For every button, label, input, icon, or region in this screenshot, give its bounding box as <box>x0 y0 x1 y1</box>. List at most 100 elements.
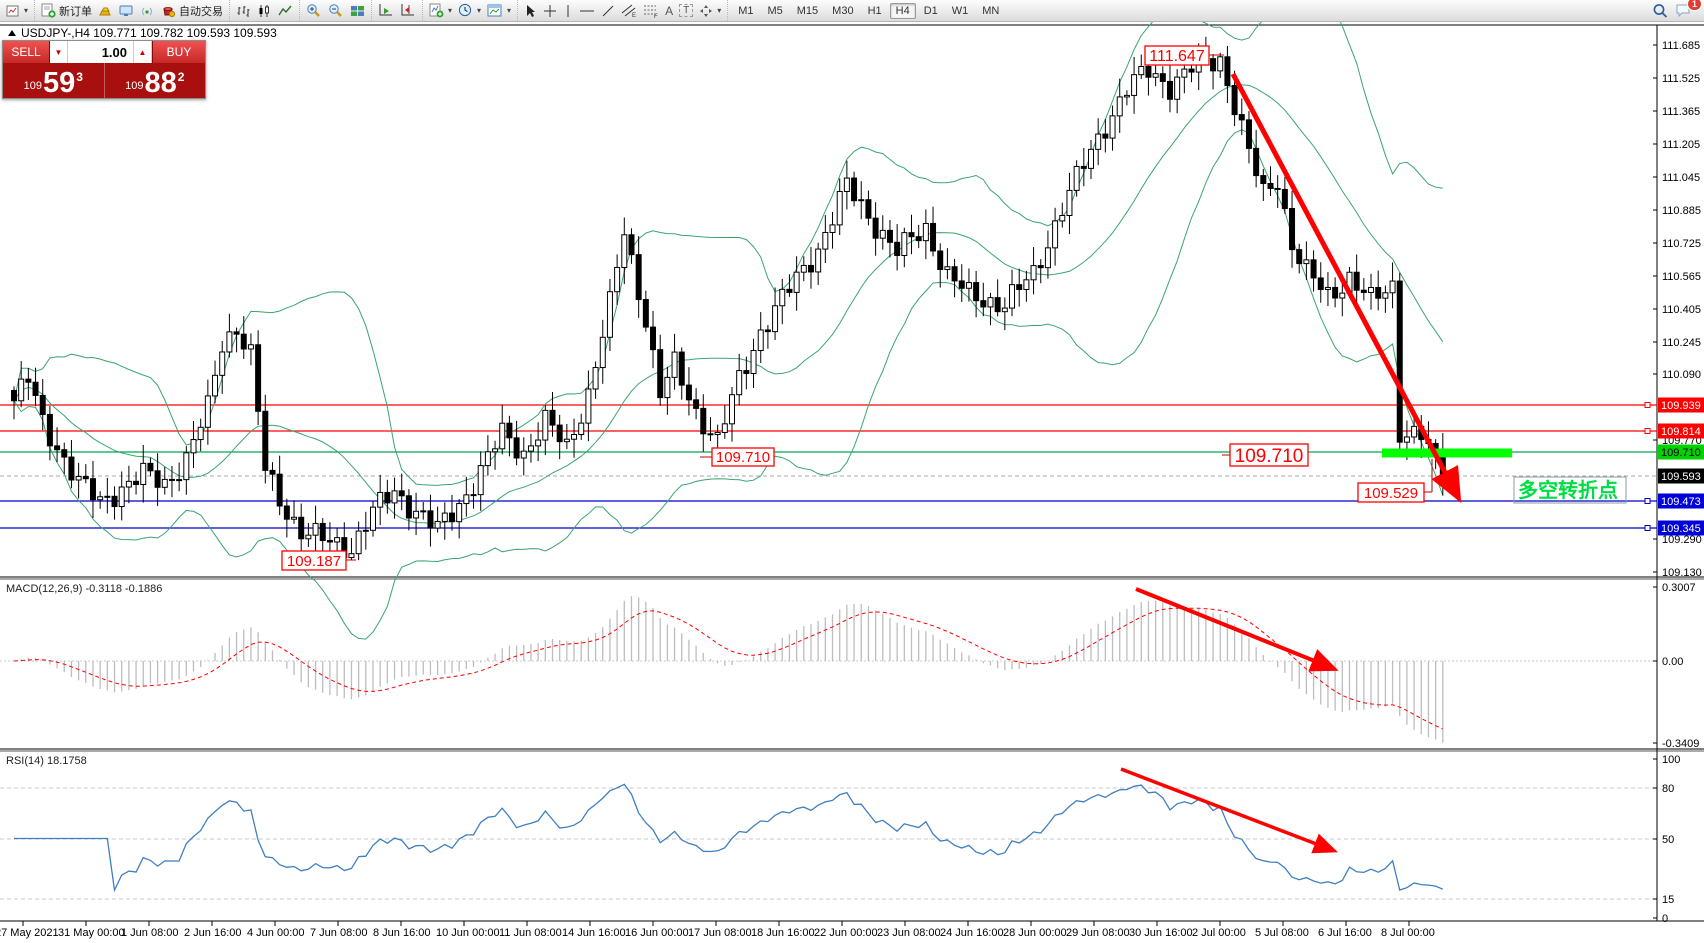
autotrading-icon <box>163 7 176 18</box>
time-label: 18 Jun 16:00 <box>751 927 815 939</box>
sell-button[interactable]: SELL <box>3 41 50 63</box>
sell-price-pips: 59 <box>42 67 76 99</box>
sell-price[interactable]: 109 59 3 <box>3 63 105 98</box>
svg-text:110.885: 110.885 <box>1662 205 1701 217</box>
notifications-button[interactable]: 1 <box>1672 0 1702 19</box>
vertical-line-tool-button[interactable] <box>560 2 576 19</box>
svg-text:E: E <box>632 13 636 18</box>
annotation-text-box <box>1513 476 1627 504</box>
timeframe-m5[interactable]: M5 <box>767 4 783 17</box>
svg-text:111.365: 111.365 <box>1662 106 1700 118</box>
timeframe-h1[interactable]: H1 <box>867 4 882 17</box>
chevron-down-icon: ▾ <box>448 6 453 15</box>
trendline-tool-button[interactable] <box>598 2 618 19</box>
clock-icon <box>458 3 472 17</box>
time-label: 24 Jun 16:00 <box>940 927 1004 939</box>
market-watch-button[interactable] <box>116 2 137 19</box>
search-button[interactable] <box>1649 2 1672 19</box>
crosshair-icon <box>544 4 557 17</box>
line-chart-icon <box>278 5 292 15</box>
zoom-in-button[interactable] <box>303 2 325 19</box>
buy-button[interactable]: BUY <box>152 41 205 63</box>
candlestick-chart-button[interactable] <box>254 2 275 19</box>
horizontal-line-tool-button[interactable] <box>576 2 598 19</box>
timeframe-h4[interactable]: H4 <box>889 2 916 19</box>
gold-bars-icon <box>99 7 111 15</box>
timeframe-d1[interactable]: D1 <box>923 4 938 17</box>
autotrading-label: 自动交易 <box>179 5 224 18</box>
auto-scroll-button[interactable] <box>375 2 397 19</box>
timeframe-m15[interactable]: M15 <box>796 4 819 17</box>
fibonacci-icon: F <box>644 5 658 18</box>
time-label: 11 Jun 08:00 <box>499 927 562 939</box>
crosshair-tool-button[interactable] <box>540 2 560 19</box>
chevron-down-icon: ▾ <box>24 6 29 15</box>
trend-arrow <box>1135 587 1339 672</box>
chart-shift-button[interactable] <box>397 2 419 19</box>
tile-windows-button[interactable] <box>347 2 368 19</box>
indicators-icon <box>429 3 444 18</box>
notification-badge: 1 <box>1686 0 1702 11</box>
time-label: 1 Jun 08:00 <box>121 927 179 939</box>
rsi-label: RSI(14) 18.1758 <box>6 755 87 767</box>
text-tool-button[interactable]: A <box>662 2 676 19</box>
time-label: 8 Jun 16:00 <box>373 927 431 939</box>
new-order-button[interactable]: 新订单 <box>38 2 95 19</box>
time-label: 31 May 00:00 <box>58 927 125 939</box>
time-label: 23 Jun 08:00 <box>877 927 941 939</box>
templates-button[interactable]: ▾ <box>484 2 514 19</box>
main-toolbar: ▾ 新订单 自动交易 ▾ ▾ ▾ <box>0 0 1704 22</box>
timeframe-w1[interactable]: W1 <box>951 4 969 17</box>
svg-text:50: 50 <box>1662 834 1674 846</box>
svg-text:109.814: 109.814 <box>1661 426 1701 438</box>
equidistant-channel-tool-button[interactable]: E <box>618 2 640 19</box>
indicators-button[interactable]: ▾ <box>426 2 455 19</box>
timeframe-m30[interactable]: M30 <box>832 4 854 17</box>
annotation-price-box <box>1229 443 1309 467</box>
bar-chart-button[interactable] <box>233 2 254 19</box>
new-chart-button[interactable]: ▾ <box>3 2 31 19</box>
buy-price[interactable]: 109 88 2 <box>105 63 206 98</box>
zoom-out-button[interactable] <box>325 2 347 19</box>
annotation-price-text: 111.647 <box>1149 48 1205 65</box>
volume-input[interactable]: 1.00 <box>68 41 134 63</box>
one-click-trading-panel: SELL ▼ 1.00 ▲ BUY 109 59 3 109 88 2 <box>2 40 206 99</box>
tile-windows-icon <box>351 5 365 16</box>
svg-text:109.710: 109.710 <box>1661 447 1701 459</box>
time-label: 16 Jun 00:00 <box>625 927 689 939</box>
chart-profile-button[interactable] <box>95 2 116 19</box>
buy-price-point: 2 <box>177 70 185 84</box>
svg-text:110.725: 110.725 <box>1662 238 1701 250</box>
time-label: 14 Jun 16:00 <box>562 927 626 939</box>
sell-price-point: 3 <box>76 70 83 84</box>
time-label: 29 Jun 08:00 <box>1066 927 1130 939</box>
time-label: 6 Jul 16:00 <box>1318 927 1372 939</box>
volume-decrease-button[interactable]: ▼ <box>50 41 68 63</box>
text-label-tool-button[interactable]: T <box>676 2 696 19</box>
time-label: 5 Jul 08:00 <box>1255 927 1309 939</box>
auto-scroll-icon <box>379 4 393 16</box>
volume-increase-button[interactable]: ▲ <box>134 41 152 63</box>
annotation-price-text: 109.187 <box>287 553 341 570</box>
sell-price-base: 109 <box>23 80 42 92</box>
arrows-tool-button[interactable]: ▾ <box>696 2 724 19</box>
line-chart-button[interactable] <box>275 2 296 19</box>
time-label: 10 Jun 00:00 <box>436 927 500 939</box>
periods-button[interactable]: ▾ <box>455 2 484 19</box>
timeframe-m1[interactable]: M1 <box>738 4 754 17</box>
signals-button[interactable] <box>137 2 158 19</box>
svg-text:80: 80 <box>1662 783 1674 795</box>
new-order-label: 新订单 <box>59 5 93 18</box>
svg-text:109.345: 109.345 <box>1661 523 1701 535</box>
fibonacci-tool-button[interactable]: F <box>640 2 662 19</box>
timeframe-mn[interactable]: MN <box>982 4 1000 17</box>
autotrading-button[interactable]: 自动交易 <box>158 2 226 19</box>
collapse-icon[interactable] <box>8 30 16 36</box>
timeframe-group: M1 M5 M15 M30 H1 H4 D1 W1 MN <box>727 0 1009 21</box>
svg-text:100: 100 <box>1662 754 1680 766</box>
chart-symbol-header: USDJPY-,H4 109.771 109.782 109.593 109.5… <box>8 26 277 40</box>
bar-chart-icon <box>237 5 250 17</box>
cursor-tool-button[interactable] <box>521 2 540 19</box>
